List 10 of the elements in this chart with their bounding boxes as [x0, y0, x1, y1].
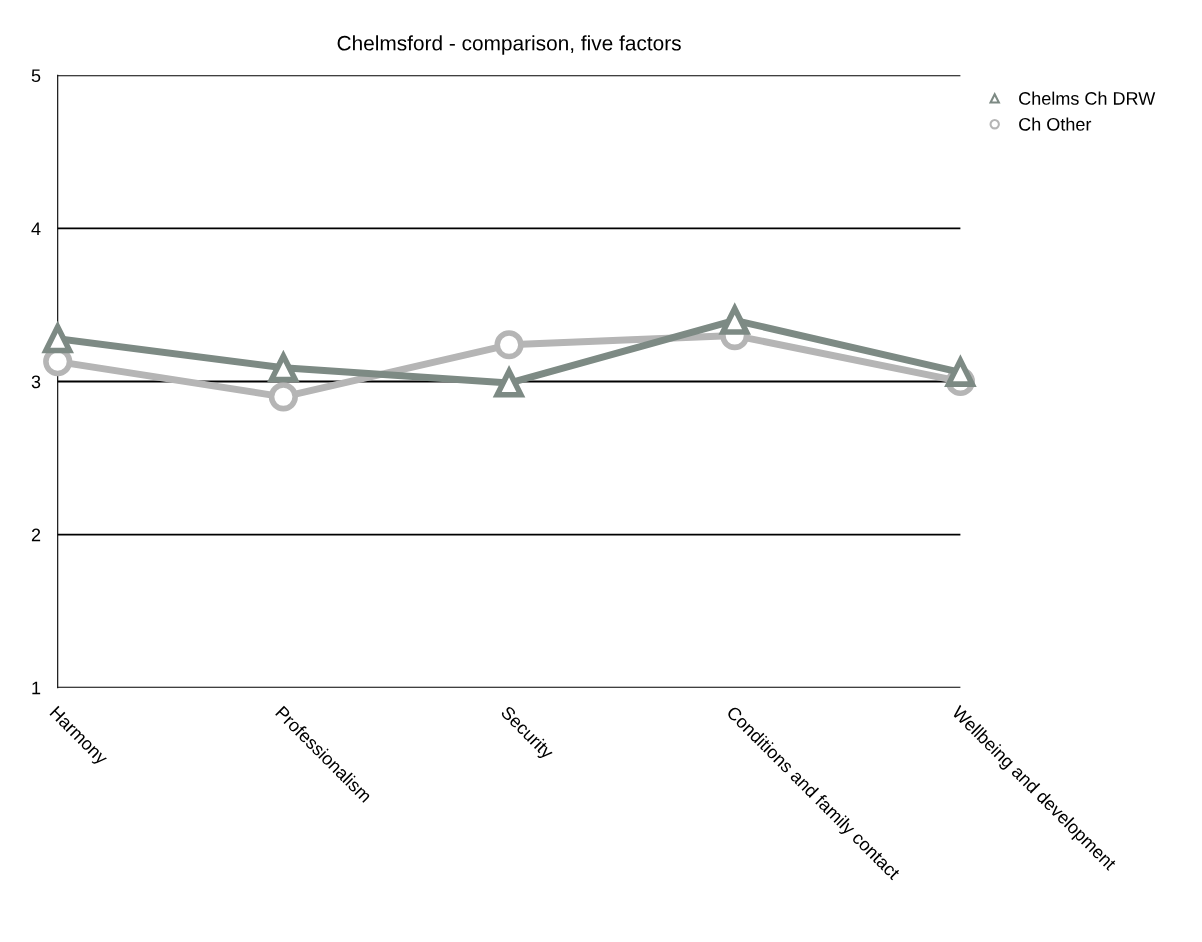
- y-tick-label: 1: [32, 681, 41, 695]
- point: [494, 330, 524, 360]
- y-tick-label: 5: [31, 69, 41, 83]
- legend-label: Chelms Ch DRW: [1019, 91, 1156, 105]
- point: [268, 382, 298, 412]
- chart-title: Chelmsford - comparison, five factors: [337, 35, 681, 55]
- y-tick-label: 4: [31, 222, 41, 235]
- y-tick-label: 3: [31, 375, 41, 389]
- legend-label: Ch Other: [1019, 117, 1092, 131]
- y-tick-label: 2: [31, 528, 41, 542]
